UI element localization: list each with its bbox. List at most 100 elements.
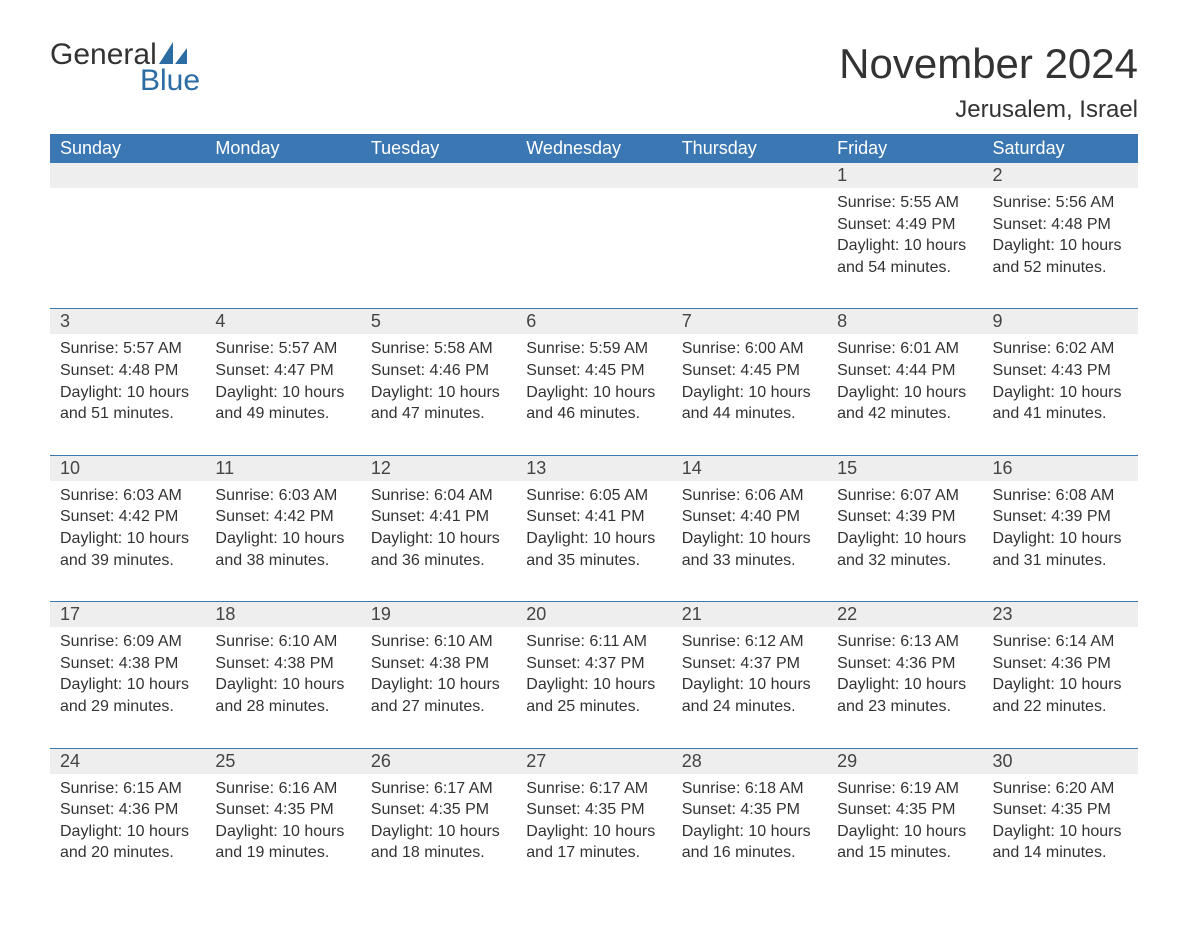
daylight-line: Daylight: 10 hours and 17 minutes. bbox=[526, 821, 661, 864]
sunset-line: Sunset: 4:35 PM bbox=[526, 799, 661, 821]
daylight-line: Daylight: 10 hours and 27 minutes. bbox=[371, 674, 506, 717]
day-number-cell: 22 bbox=[827, 602, 982, 627]
day-number-cell: 20 bbox=[516, 602, 671, 627]
day-detail-cell bbox=[361, 188, 516, 309]
day-detail-row: Sunrise: 6:09 AMSunset: 4:38 PMDaylight:… bbox=[50, 627, 1138, 748]
sunset-line: Sunset: 4:47 PM bbox=[215, 360, 350, 382]
sunset-line: Sunset: 4:35 PM bbox=[682, 799, 817, 821]
daylight-line: Daylight: 10 hours and 22 minutes. bbox=[993, 674, 1128, 717]
day-number-cell: 1 bbox=[827, 163, 982, 188]
day-detail-cell bbox=[672, 188, 827, 309]
sunrise-line: Sunrise: 6:02 AM bbox=[993, 338, 1128, 360]
day-number-cell: 9 bbox=[983, 309, 1138, 334]
calendar-body: 12Sunrise: 5:55 AMSunset: 4:49 PMDayligh… bbox=[50, 163, 1138, 894]
sunset-line: Sunset: 4:44 PM bbox=[837, 360, 972, 382]
calendar-table: Sunday Monday Tuesday Wednesday Thursday… bbox=[50, 134, 1138, 894]
sunrise-line: Sunrise: 6:08 AM bbox=[993, 485, 1128, 507]
sunset-line: Sunset: 4:36 PM bbox=[993, 653, 1128, 675]
day-number-row: 3456789 bbox=[50, 309, 1138, 334]
sunset-line: Sunset: 4:42 PM bbox=[215, 506, 350, 528]
sunset-line: Sunset: 4:41 PM bbox=[371, 506, 506, 528]
day-detail-cell: Sunrise: 6:17 AMSunset: 4:35 PMDaylight:… bbox=[516, 774, 671, 894]
sunrise-line: Sunrise: 6:11 AM bbox=[526, 631, 661, 653]
day-number-cell: 3 bbox=[50, 309, 205, 334]
sunrise-line: Sunrise: 6:13 AM bbox=[837, 631, 972, 653]
day-detail-cell: Sunrise: 6:05 AMSunset: 4:41 PMDaylight:… bbox=[516, 481, 671, 602]
sunrise-line: Sunrise: 6:03 AM bbox=[215, 485, 350, 507]
sunrise-line: Sunrise: 6:01 AM bbox=[837, 338, 972, 360]
sunrise-line: Sunrise: 6:07 AM bbox=[837, 485, 972, 507]
day-number-row: 10111213141516 bbox=[50, 456, 1138, 481]
weekday-header: Wednesday bbox=[516, 134, 671, 163]
daylight-line: Daylight: 10 hours and 23 minutes. bbox=[837, 674, 972, 717]
title-block: November 2024 Jerusalem, Israel bbox=[839, 40, 1138, 124]
sunset-line: Sunset: 4:43 PM bbox=[993, 360, 1128, 382]
day-number-cell: 5 bbox=[361, 309, 516, 334]
day-detail-row: Sunrise: 6:03 AMSunset: 4:42 PMDaylight:… bbox=[50, 481, 1138, 602]
sunset-line: Sunset: 4:48 PM bbox=[993, 214, 1128, 236]
daylight-line: Daylight: 10 hours and 14 minutes. bbox=[993, 821, 1128, 864]
sunrise-line: Sunrise: 5:58 AM bbox=[371, 338, 506, 360]
day-detail-row: Sunrise: 5:55 AMSunset: 4:49 PMDaylight:… bbox=[50, 188, 1138, 309]
daylight-line: Daylight: 10 hours and 16 minutes. bbox=[682, 821, 817, 864]
day-detail-cell: Sunrise: 5:57 AMSunset: 4:48 PMDaylight:… bbox=[50, 334, 205, 455]
day-number-cell bbox=[205, 163, 360, 188]
sunset-line: Sunset: 4:45 PM bbox=[682, 360, 817, 382]
daylight-line: Daylight: 10 hours and 25 minutes. bbox=[526, 674, 661, 717]
sunrise-line: Sunrise: 6:12 AM bbox=[682, 631, 817, 653]
day-detail-cell: Sunrise: 6:09 AMSunset: 4:38 PMDaylight:… bbox=[50, 627, 205, 748]
sunrise-line: Sunrise: 6:20 AM bbox=[993, 778, 1128, 800]
daylight-line: Daylight: 10 hours and 20 minutes. bbox=[60, 821, 195, 864]
day-number-cell: 30 bbox=[983, 749, 1138, 774]
day-detail-cell bbox=[205, 188, 360, 309]
day-detail-cell: Sunrise: 6:17 AMSunset: 4:35 PMDaylight:… bbox=[361, 774, 516, 894]
day-number-cell: 7 bbox=[672, 309, 827, 334]
day-number-cell: 11 bbox=[205, 456, 360, 481]
day-detail-cell: Sunrise: 6:08 AMSunset: 4:39 PMDaylight:… bbox=[983, 481, 1138, 602]
day-number-cell bbox=[516, 163, 671, 188]
day-detail-cell: Sunrise: 6:03 AMSunset: 4:42 PMDaylight:… bbox=[50, 481, 205, 602]
day-detail-cell bbox=[516, 188, 671, 309]
day-number-cell: 29 bbox=[827, 749, 982, 774]
day-number-cell: 17 bbox=[50, 602, 205, 627]
sunset-line: Sunset: 4:49 PM bbox=[837, 214, 972, 236]
day-number-cell bbox=[361, 163, 516, 188]
logo: General Blue bbox=[50, 40, 200, 96]
day-detail-cell: Sunrise: 5:56 AMSunset: 4:48 PMDaylight:… bbox=[983, 188, 1138, 309]
day-detail-cell: Sunrise: 6:02 AMSunset: 4:43 PMDaylight:… bbox=[983, 334, 1138, 455]
logo-word-2: Blue bbox=[140, 66, 200, 96]
daylight-line: Daylight: 10 hours and 51 minutes. bbox=[60, 382, 195, 425]
day-detail-cell: Sunrise: 6:00 AMSunset: 4:45 PMDaylight:… bbox=[672, 334, 827, 455]
sunrise-line: Sunrise: 5:55 AM bbox=[837, 192, 972, 214]
day-detail-cell: Sunrise: 5:58 AMSunset: 4:46 PMDaylight:… bbox=[361, 334, 516, 455]
day-detail-row: Sunrise: 5:57 AMSunset: 4:48 PMDaylight:… bbox=[50, 334, 1138, 455]
day-detail-cell: Sunrise: 6:20 AMSunset: 4:35 PMDaylight:… bbox=[983, 774, 1138, 894]
sunrise-line: Sunrise: 6:18 AM bbox=[682, 778, 817, 800]
day-number-cell: 26 bbox=[361, 749, 516, 774]
day-detail-cell: Sunrise: 6:03 AMSunset: 4:42 PMDaylight:… bbox=[205, 481, 360, 602]
day-number-row: 24252627282930 bbox=[50, 749, 1138, 774]
daylight-line: Daylight: 10 hours and 19 minutes. bbox=[215, 821, 350, 864]
sunset-line: Sunset: 4:37 PM bbox=[682, 653, 817, 675]
day-number-cell bbox=[672, 163, 827, 188]
day-detail-cell: Sunrise: 6:07 AMSunset: 4:39 PMDaylight:… bbox=[827, 481, 982, 602]
sunset-line: Sunset: 4:35 PM bbox=[837, 799, 972, 821]
day-detail-cell bbox=[50, 188, 205, 309]
day-number-cell: 14 bbox=[672, 456, 827, 481]
day-detail-cell: Sunrise: 6:01 AMSunset: 4:44 PMDaylight:… bbox=[827, 334, 982, 455]
sunset-line: Sunset: 4:39 PM bbox=[993, 506, 1128, 528]
day-detail-cell: Sunrise: 6:12 AMSunset: 4:37 PMDaylight:… bbox=[672, 627, 827, 748]
sunset-line: Sunset: 4:38 PM bbox=[371, 653, 506, 675]
day-number-cell: 19 bbox=[361, 602, 516, 627]
daylight-line: Daylight: 10 hours and 54 minutes. bbox=[837, 235, 972, 278]
daylight-line: Daylight: 10 hours and 32 minutes. bbox=[837, 528, 972, 571]
daylight-line: Daylight: 10 hours and 36 minutes. bbox=[371, 528, 506, 571]
day-number-cell: 27 bbox=[516, 749, 671, 774]
sunset-line: Sunset: 4:36 PM bbox=[60, 799, 195, 821]
day-number-row: 12 bbox=[50, 163, 1138, 188]
sunrise-line: Sunrise: 6:05 AM bbox=[526, 485, 661, 507]
day-number-cell: 13 bbox=[516, 456, 671, 481]
day-detail-cell: Sunrise: 6:19 AMSunset: 4:35 PMDaylight:… bbox=[827, 774, 982, 894]
sunrise-line: Sunrise: 6:03 AM bbox=[60, 485, 195, 507]
day-detail-cell: Sunrise: 6:10 AMSunset: 4:38 PMDaylight:… bbox=[205, 627, 360, 748]
